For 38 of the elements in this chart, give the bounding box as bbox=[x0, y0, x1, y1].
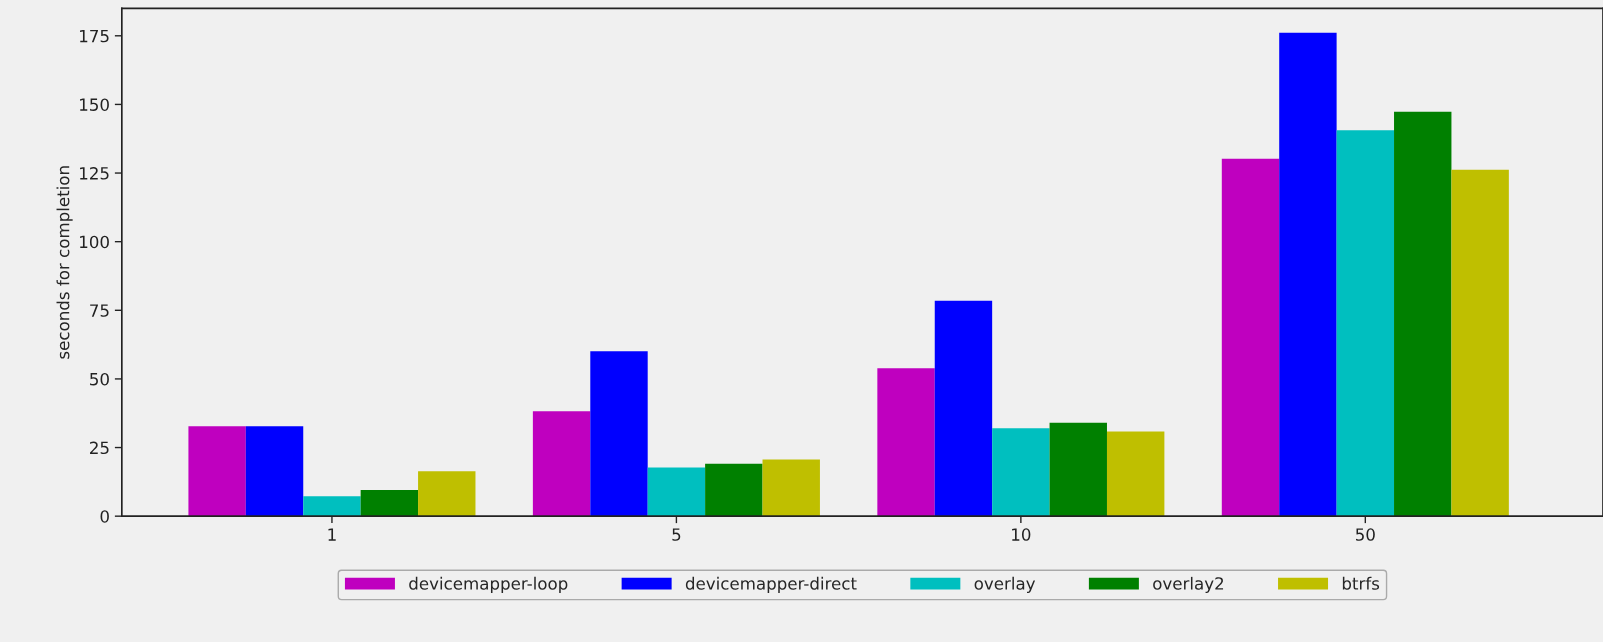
x-tick-label: 10 bbox=[1012, 528, 1031, 541]
bar bbox=[705, 463, 763, 517]
y-tick-label: 0 bbox=[100, 510, 109, 523]
y-tick-label: 50 bbox=[90, 372, 109, 386]
bar bbox=[590, 351, 648, 517]
bar bbox=[418, 471, 476, 517]
y-tick-label: 175 bbox=[80, 29, 109, 43]
y-tick-label: 75 bbox=[90, 304, 109, 317]
legend-label: devicemapper-direct bbox=[685, 576, 857, 593]
bar bbox=[1394, 111, 1452, 517]
legend-label: overlay bbox=[974, 576, 1036, 593]
y-tick-label: 125 bbox=[80, 167, 109, 180]
bar bbox=[1279, 32, 1337, 517]
legend-label: devicemapper-loop bbox=[409, 576, 568, 593]
bar bbox=[303, 496, 361, 517]
bar bbox=[1336, 130, 1395, 517]
y-tick-label: 100 bbox=[80, 235, 109, 249]
bar bbox=[1049, 422, 1107, 517]
y-tick-label: 25 bbox=[90, 441, 109, 455]
bar bbox=[245, 426, 304, 517]
bar bbox=[877, 368, 935, 517]
bar bbox=[992, 428, 1050, 517]
bar bbox=[1221, 158, 1280, 517]
bar bbox=[532, 411, 591, 517]
bar bbox=[1451, 169, 1509, 517]
y-axis-title: seconds for completion bbox=[56, 166, 73, 359]
bar bbox=[188, 426, 246, 517]
x-tick-label: 5 bbox=[672, 528, 681, 541]
bar bbox=[647, 467, 706, 517]
legend-label: btrfs bbox=[1342, 576, 1380, 590]
bar bbox=[1106, 431, 1165, 517]
bar bbox=[762, 459, 820, 517]
x-tick-label: 1 bbox=[328, 528, 336, 541]
bar bbox=[934, 300, 993, 517]
bar bbox=[360, 490, 419, 517]
y-tick-label: 150 bbox=[80, 98, 109, 111]
legend-label: overlay2 bbox=[1153, 576, 1224, 593]
x-tick-label: 50 bbox=[1356, 528, 1375, 541]
